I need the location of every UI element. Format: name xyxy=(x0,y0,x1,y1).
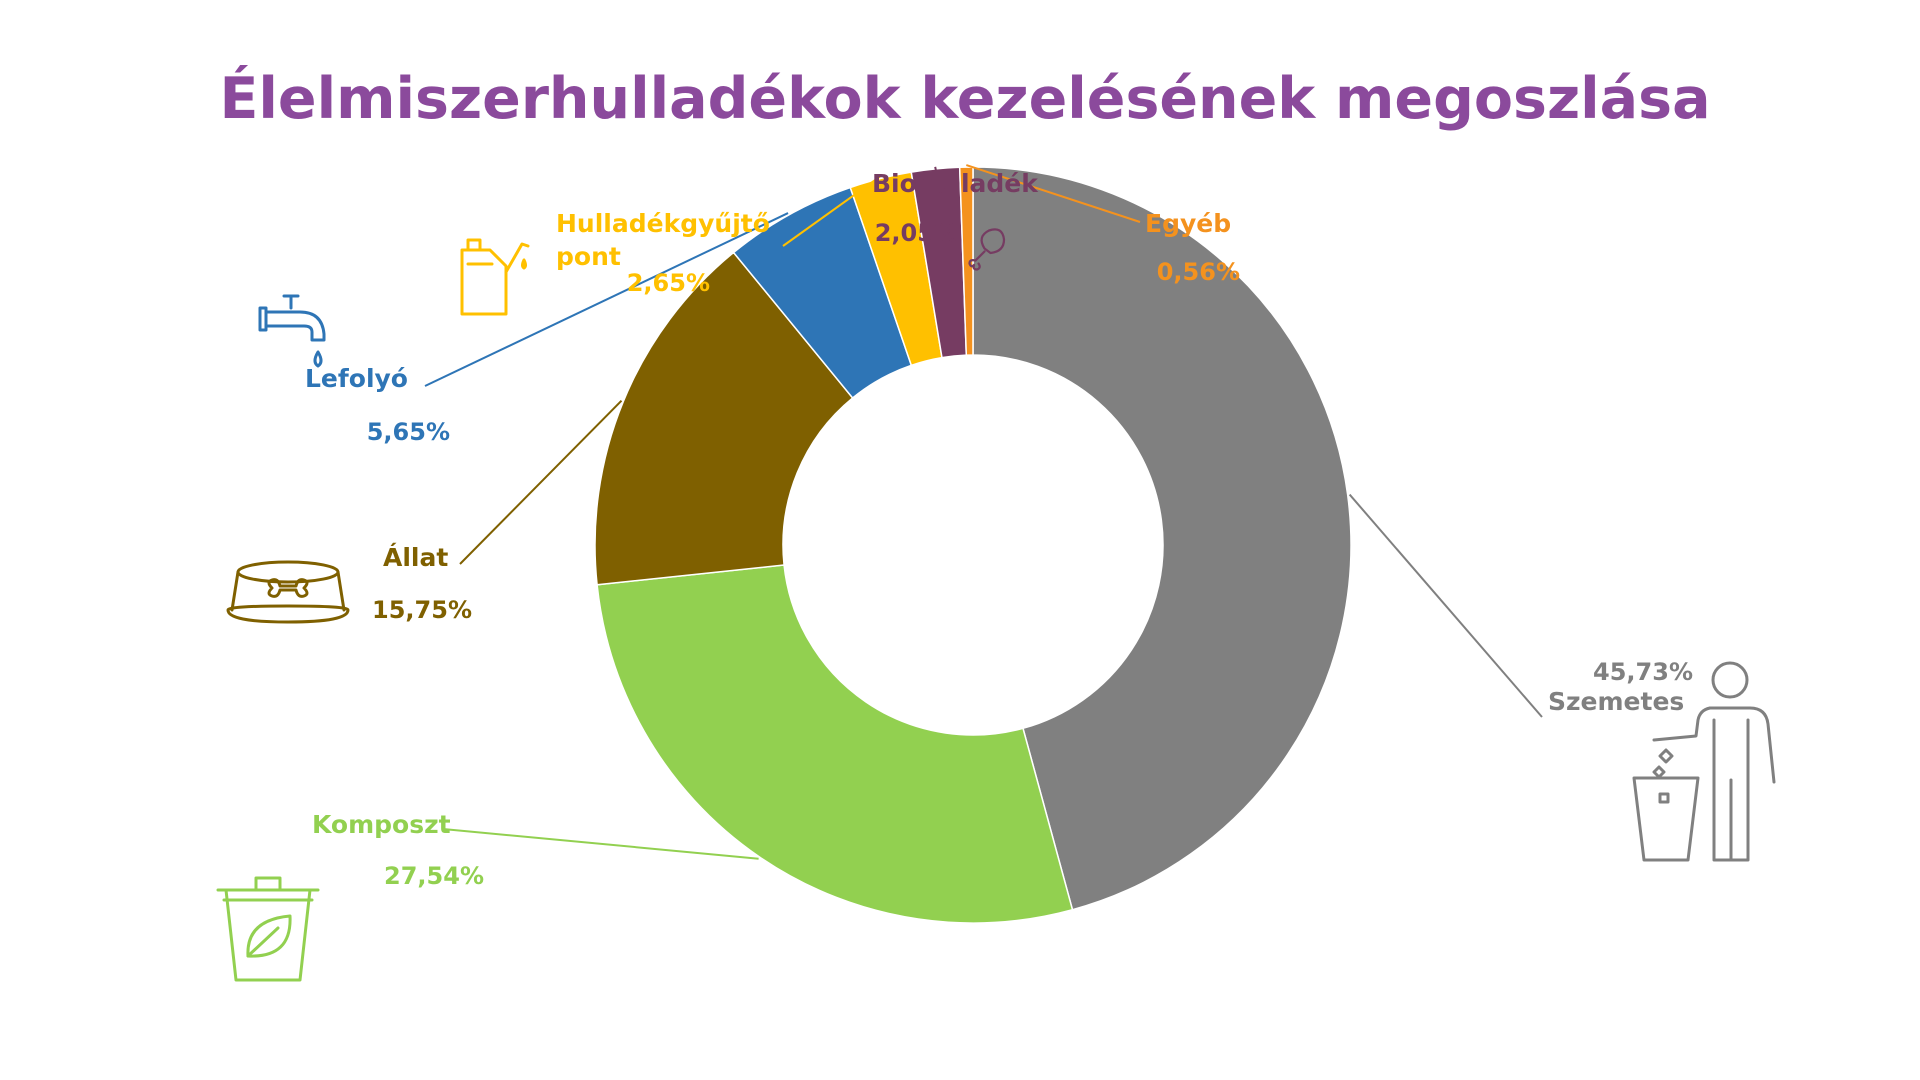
slice-name-label-4: Hulladékgyűjtő pont xyxy=(556,209,770,271)
leader-line-1 xyxy=(442,828,759,860)
chart-title: Élelmiszerhulladékok kezelésének megoszl… xyxy=(219,64,1710,132)
slice-value-label-5: 2,05% xyxy=(875,219,958,247)
slice-2 xyxy=(594,251,854,586)
leader-line-6 xyxy=(965,164,1141,223)
slices-group xyxy=(594,166,1352,924)
slice-name-label-6: Egyéb xyxy=(1145,209,1231,238)
slice-name-label-2: Állat xyxy=(383,543,448,572)
icons-group xyxy=(216,228,1776,982)
slice-6 xyxy=(958,166,974,356)
slice-value-label-0: 45,73% xyxy=(1593,658,1693,686)
slice-name-label-1: Komposzt xyxy=(312,810,451,839)
chicken-leg-icon xyxy=(968,228,1006,271)
person-trash-bin-icon xyxy=(1632,661,1776,862)
pet-bowl-bone-icon xyxy=(226,560,350,624)
compost-bin-leaf-icon xyxy=(216,876,320,982)
leader-line-0 xyxy=(1348,493,1543,718)
slice-name-label-0: Szemetes xyxy=(1548,687,1684,716)
oil-canister-icon xyxy=(460,238,530,316)
slice-value-label-1: 27,54% xyxy=(384,862,484,890)
slice-name-label-3: Lefolyó xyxy=(305,364,408,393)
leader-line-2 xyxy=(459,399,623,565)
slice-value-label-2: 15,75% xyxy=(372,596,472,624)
leader-line-3 xyxy=(424,212,789,387)
water-tap-icon xyxy=(258,294,326,368)
slice-value-label-4: 2,65% xyxy=(627,269,710,297)
slice-value-label-6: 0,56% xyxy=(1157,258,1240,286)
slice-0 xyxy=(972,166,1352,911)
leader-lines-group xyxy=(424,164,1543,860)
slice-1 xyxy=(596,564,1074,924)
slice-name-label-5: Biohulladék xyxy=(872,169,1039,198)
slice-value-label-3: 5,65% xyxy=(367,418,450,446)
leader-line-5 xyxy=(934,166,956,263)
leader-line-4 xyxy=(782,175,881,247)
